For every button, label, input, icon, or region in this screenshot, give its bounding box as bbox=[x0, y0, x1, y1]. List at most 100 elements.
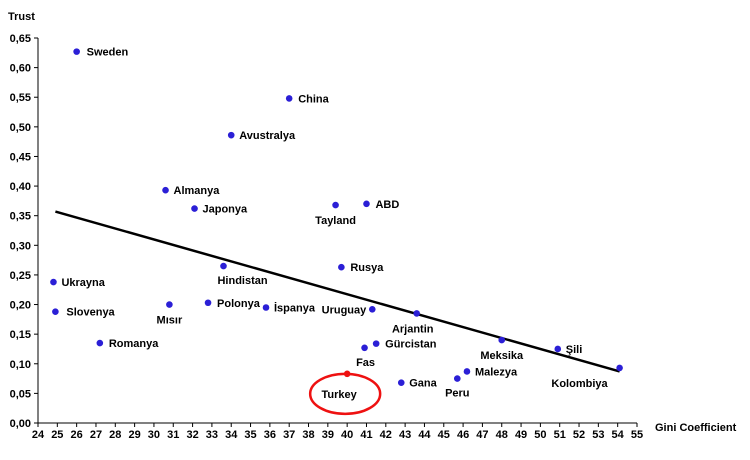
x-tick-label: 39 bbox=[322, 429, 334, 441]
x-axis-title: Gini Coefficient bbox=[655, 422, 737, 434]
y-tick-label: 0,40 bbox=[10, 181, 31, 193]
point-labels: Sweden China Avustralya Almanya ABD Tayland Ja… bbox=[61, 47, 608, 416]
x-tick-label: 48 bbox=[496, 429, 508, 441]
point-label-tayland: Tayland bbox=[315, 215, 356, 227]
point-label-hindistan: Hindistan bbox=[217, 275, 267, 287]
data-points bbox=[50, 48, 623, 387]
x-tick-label: 51 bbox=[554, 429, 566, 441]
x-tick-label: 49 bbox=[515, 429, 527, 441]
y-tick-label: 0,50 bbox=[10, 122, 31, 134]
point-label-almanya: Almanya bbox=[174, 185, 221, 197]
data-point-meksika bbox=[498, 336, 506, 344]
x-tick-label: 28 bbox=[109, 429, 121, 441]
point-label-ili: Şili bbox=[566, 344, 583, 356]
x-tick-label: 54 bbox=[612, 429, 625, 441]
chart-axes bbox=[34, 37, 638, 427]
y-tick-label: 0,30 bbox=[10, 240, 31, 252]
x-tick-label: 26 bbox=[71, 429, 83, 441]
point-label-kolombiya: Kolombiya bbox=[551, 378, 608, 390]
point-label-sweden: Sweden bbox=[87, 47, 129, 59]
point-label-g-rcistan: Gürcistan bbox=[385, 339, 437, 351]
y-axis-title: Trust bbox=[8, 11, 35, 23]
data-point-ukrayna bbox=[50, 278, 57, 286]
point-label-polonya: Polonya bbox=[217, 298, 261, 310]
point-label-china: China bbox=[298, 93, 329, 105]
x-tick-label: 35 bbox=[244, 429, 256, 441]
point-label-ukrayna: Ukrayna bbox=[61, 277, 105, 289]
y-tick-label: 0,20 bbox=[10, 300, 31, 312]
x-tick-label: 40 bbox=[341, 429, 353, 441]
x-tick-label: 41 bbox=[360, 429, 372, 441]
x-tick-label: 30 bbox=[148, 429, 160, 441]
point-label-turkey: Turkey bbox=[322, 389, 358, 401]
data-point-avustralya bbox=[227, 131, 235, 139]
y-tick-label: 0,35 bbox=[10, 211, 31, 223]
x-tick-label: 52 bbox=[573, 429, 585, 441]
x-tick-label: 27 bbox=[90, 429, 102, 441]
data-point-ili bbox=[554, 345, 562, 353]
point-label-i-spanya: İspanya bbox=[274, 302, 316, 315]
y-tick-label: 0,25 bbox=[10, 270, 31, 282]
y-tick-label: 0,05 bbox=[10, 388, 31, 400]
data-point-polonya bbox=[204, 299, 212, 307]
data-point-tayland bbox=[332, 201, 339, 209]
data-point-japonya bbox=[191, 205, 198, 212]
x-tick-label: 31 bbox=[167, 429, 179, 441]
trendline-group bbox=[55, 210, 620, 373]
y-tick-label: 0,00 bbox=[10, 418, 31, 430]
x-tick-label: 29 bbox=[128, 429, 140, 441]
data-point-abd bbox=[363, 200, 370, 208]
x-tick-label: 33 bbox=[206, 429, 218, 441]
data-point-almanya bbox=[162, 186, 169, 194]
x-tick-label: 50 bbox=[534, 429, 546, 441]
point-label-peru: Peru bbox=[445, 388, 469, 400]
data-point-gana bbox=[397, 379, 405, 387]
x-tick-label: 25 bbox=[51, 429, 63, 441]
highlight-ellipse bbox=[308, 372, 382, 416]
point-label-m-s-r: Mısır bbox=[157, 315, 183, 327]
trendline bbox=[55, 210, 620, 373]
data-point-m-s-r bbox=[166, 301, 173, 308]
data-point-slovenya bbox=[52, 308, 59, 315]
point-label-meksika: Meksika bbox=[480, 350, 524, 362]
point-label-slovenya: Slovenya bbox=[66, 307, 115, 319]
point-label-romanya: Romanya bbox=[109, 338, 159, 350]
y-tick-label: 0,60 bbox=[10, 63, 31, 75]
x-tick-label: 36 bbox=[264, 429, 276, 441]
data-point-hindistan bbox=[220, 262, 227, 270]
data-point-arjantin bbox=[413, 310, 421, 317]
y-tick-label: 0,15 bbox=[10, 329, 31, 341]
point-label-rusya: Rusya bbox=[350, 262, 384, 274]
x-tick-label: 32 bbox=[186, 429, 198, 441]
data-point-g-rcistan bbox=[372, 340, 380, 347]
x-tick-label: 46 bbox=[457, 429, 469, 441]
point-label-gana: Gana bbox=[409, 378, 437, 390]
point-label-malezya: Malezya bbox=[475, 366, 518, 378]
x-tick-label: 42 bbox=[380, 429, 392, 441]
data-point-malezya bbox=[463, 368, 471, 375]
x-tick-label: 24 bbox=[32, 429, 45, 441]
x-tick-label: 44 bbox=[418, 429, 431, 441]
y-tick-label: 0,10 bbox=[10, 359, 31, 371]
x-tick-label: 38 bbox=[302, 429, 314, 441]
x-tick-label: 55 bbox=[631, 429, 643, 441]
x-tick-label: 53 bbox=[592, 429, 604, 441]
data-point-sweden bbox=[73, 48, 80, 55]
point-label-arjantin: Arjantin bbox=[392, 323, 434, 335]
data-point-uruguay bbox=[368, 305, 376, 313]
data-point-china bbox=[285, 95, 293, 102]
point-label-uruguay: Uruguay bbox=[322, 304, 368, 316]
data-point-kolombiya bbox=[616, 364, 623, 372]
y-tick-label: 0,65 bbox=[10, 33, 31, 45]
data-point-i-spanya bbox=[262, 304, 270, 311]
x-tick-label: 47 bbox=[476, 429, 488, 441]
x-tick-label: 45 bbox=[438, 429, 450, 441]
data-point-romanya bbox=[96, 339, 104, 347]
point-label-abd: ABD bbox=[375, 199, 399, 211]
y-tick-label: 0,55 bbox=[10, 92, 31, 104]
x-tick-label: 37 bbox=[283, 429, 295, 441]
point-label-japonya: Japonya bbox=[203, 204, 249, 216]
x-tick-label: 43 bbox=[399, 429, 411, 441]
tick-labels: 0,00 0,05 0,10 0,15 0,20 0,25 0,30 0,35 0,40 0,45… bbox=[10, 33, 644, 441]
